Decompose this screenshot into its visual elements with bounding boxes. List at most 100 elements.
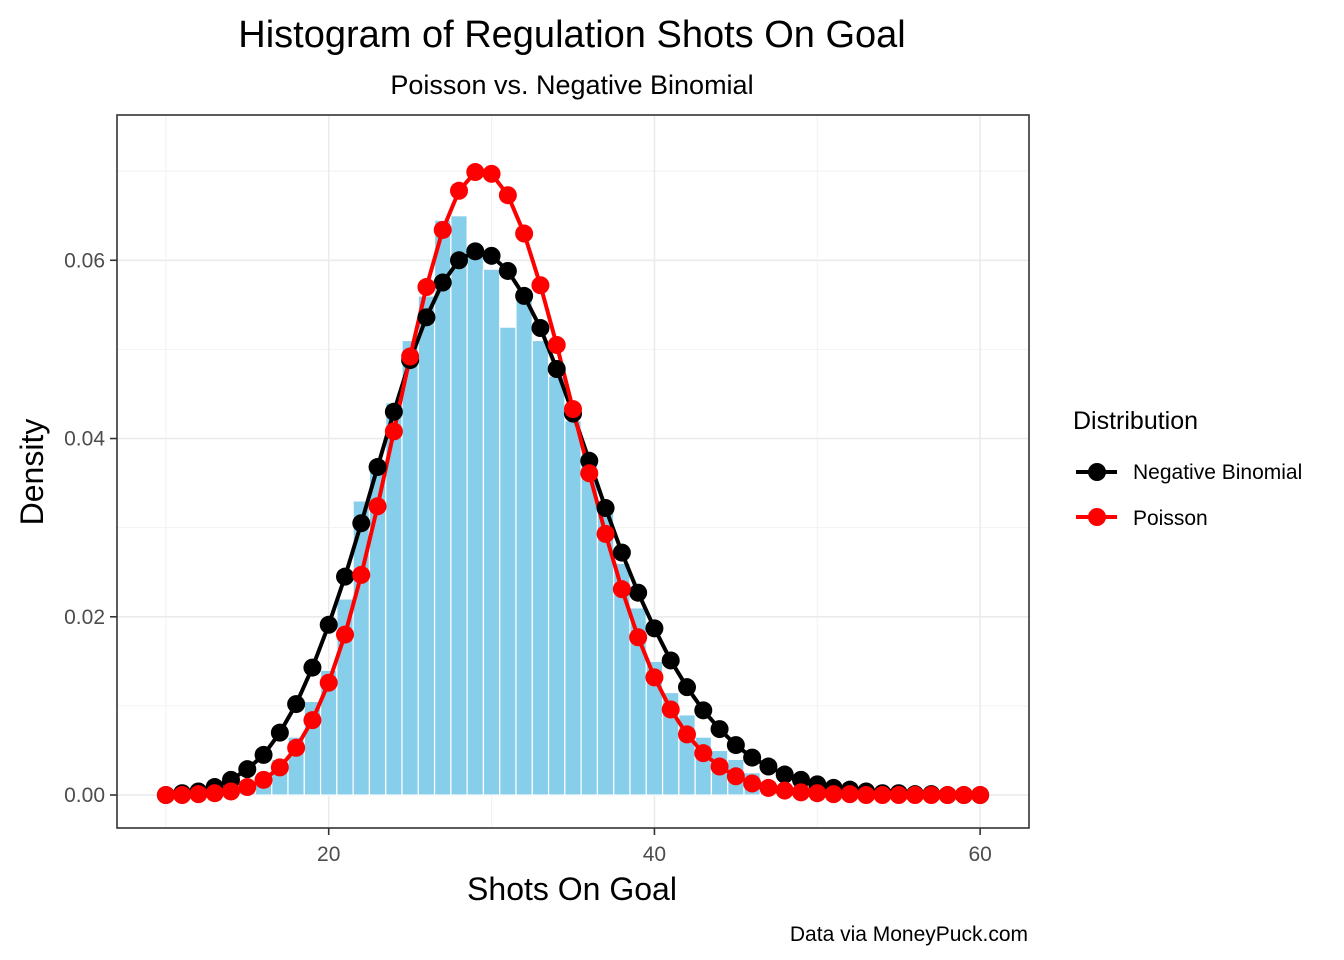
series-point-poisson [645, 668, 664, 687]
series-point-poisson [694, 744, 713, 763]
histogram-bar [499, 326, 517, 796]
series-point-negative-binomial [384, 402, 403, 421]
legend-label-poisson: Poisson [1133, 507, 1208, 530]
series-point-negative-binomial [254, 745, 273, 764]
series-point-poisson [971, 786, 990, 805]
series-point-negative-binomial [433, 273, 452, 292]
series-point-poisson [873, 786, 892, 805]
series-point-negative-binomial [238, 760, 257, 779]
series-point-negative-binomial [466, 242, 485, 261]
series-point-poisson [775, 781, 794, 800]
series-point-poisson [417, 278, 436, 297]
series-point-negative-binomial [450, 251, 468, 270]
series-point-negative-binomial [319, 615, 338, 634]
series-point-poisson [254, 770, 273, 789]
y-axis-ticks: 0.00 0.02 0.04 0.06 [64, 249, 117, 807]
series-point-poisson [450, 181, 468, 200]
legend-item-negative-binomial: Negative Binomial [1076, 461, 1302, 484]
series-point-poisson [906, 786, 924, 805]
series-point-negative-binomial [596, 499, 615, 518]
series-point-negative-binomial [580, 451, 599, 470]
chart-subtitle: Poisson vs. Negative Binomial [390, 70, 753, 100]
series-point-poisson [287, 738, 306, 757]
histogram-bar [547, 375, 566, 796]
series-point-poisson [889, 786, 908, 805]
series-point-poisson [857, 786, 876, 805]
y-tick-label: 0.02 [64, 606, 105, 629]
series-point-negative-binomial [678, 678, 696, 697]
histogram-bar [515, 295, 533, 796]
series-point-poisson [596, 524, 615, 543]
series-point-poisson [629, 628, 648, 647]
series-point-poisson [840, 785, 859, 804]
series-point-negative-binomial [352, 514, 371, 533]
series-point-poisson [433, 220, 452, 239]
chart-title: Histogram of Regulation Shots On Goal [238, 14, 905, 56]
legend-label-negative-binomial: Negative Binomial [1133, 461, 1302, 484]
histogram-bar [433, 219, 452, 796]
series-point-poisson [661, 700, 680, 719]
series-point-negative-binomial [303, 658, 322, 677]
series-point-poisson [466, 163, 485, 182]
series-point-poisson [238, 778, 257, 797]
series-point-poisson [384, 422, 403, 441]
series-point-negative-binomial [612, 543, 631, 562]
series-point-negative-binomial [498, 261, 517, 280]
series-point-negative-binomial [710, 720, 729, 739]
series-point-poisson [222, 782, 240, 801]
series-point-poisson [336, 625, 354, 644]
series-point-poisson [303, 711, 322, 730]
legend-key-point-negative-binomial [1088, 463, 1106, 481]
y-axis-label: Density [14, 419, 50, 526]
series-point-negative-binomial [368, 458, 387, 477]
series-point-poisson [580, 464, 599, 483]
y-tick-label: 0.00 [64, 784, 105, 807]
series-point-poisson [547, 335, 566, 354]
legend-item-poisson: Poisson [1076, 507, 1208, 530]
series-point-poisson [726, 767, 745, 786]
series-point-poisson [515, 224, 534, 243]
histogram-bar [417, 295, 436, 796]
series-point-poisson [612, 580, 631, 599]
series-point-poisson [270, 758, 289, 777]
chart-caption: Data via MoneyPuck.com [790, 923, 1028, 946]
series-point-poisson [792, 783, 810, 802]
series-point-poisson [498, 186, 517, 205]
series-point-negative-binomial [515, 286, 534, 305]
series-points [156, 163, 990, 805]
histogram-bar [401, 339, 419, 796]
series-point-poisson [173, 786, 192, 805]
series-point-negative-binomial [482, 246, 501, 265]
series-point-negative-binomial [759, 757, 778, 776]
x-tick-label: 40 [643, 843, 666, 866]
histogram-bar [482, 268, 501, 796]
x-axis-label: Shots On Goal [467, 871, 677, 907]
series-point-poisson [564, 400, 582, 419]
series-point-negative-binomial [336, 567, 354, 586]
legend-key-point-poisson [1088, 508, 1106, 526]
series-point-poisson [824, 785, 843, 804]
series-point-poisson [938, 786, 957, 805]
series-point-negative-binomial [694, 701, 713, 720]
x-tick-label: 60 [968, 843, 991, 866]
series-point-poisson [954, 786, 973, 805]
series-point-negative-binomial [661, 651, 680, 670]
series-point-poisson [922, 786, 941, 805]
series-point-poisson [368, 497, 387, 516]
series-point-negative-binomial [743, 748, 762, 767]
series-point-poisson [743, 774, 762, 793]
y-tick-label: 0.06 [64, 249, 105, 272]
series-point-poisson [808, 784, 827, 803]
series-point-poisson [710, 757, 729, 776]
series-point-negative-binomial [270, 723, 289, 742]
x-tick-label: 20 [317, 843, 340, 866]
series-point-negative-binomial [417, 308, 436, 327]
series-point-negative-binomial [287, 695, 306, 714]
series-point-poisson [189, 785, 208, 804]
histogram-bar [564, 420, 582, 796]
series-point-poisson [156, 786, 175, 805]
series-point-poisson [759, 778, 778, 797]
series-point-poisson [401, 347, 420, 366]
histogram-bar [466, 250, 485, 796]
series-point-poisson [319, 673, 338, 692]
